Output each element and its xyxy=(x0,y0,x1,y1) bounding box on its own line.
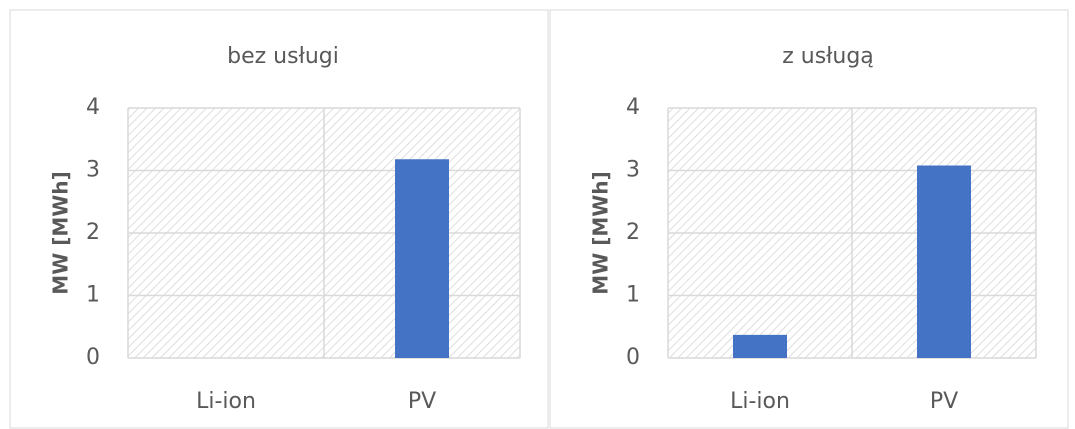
bar xyxy=(395,159,449,358)
panel-border xyxy=(549,9,1069,429)
bar xyxy=(917,165,971,358)
y-tick-label: 2 xyxy=(626,220,640,245)
y-tick-label: 1 xyxy=(626,283,640,308)
bar xyxy=(733,334,787,358)
y-tick-label: 3 xyxy=(626,158,640,183)
x-tick-label: Li-ion xyxy=(196,389,256,414)
x-tick-label: Li-ion xyxy=(730,389,790,414)
y-tick-label: 1 xyxy=(86,283,100,308)
panel-border xyxy=(9,9,549,429)
y-tick-label: 0 xyxy=(86,345,100,370)
chart-title: z usługą xyxy=(782,44,874,69)
y-tick-label: 2 xyxy=(86,220,100,245)
x-tick-label: PV xyxy=(408,389,436,414)
y-axis-label: MW [MWh] xyxy=(589,171,613,294)
x-tick-label: PV xyxy=(930,389,958,414)
chart-title: bez usługi xyxy=(227,44,339,69)
y-tick-label: 4 xyxy=(626,95,640,120)
y-axis-label: MW [MWh] xyxy=(49,171,73,294)
y-tick-label: 4 xyxy=(86,95,100,120)
y-tick-label: 3 xyxy=(86,158,100,183)
y-tick-label: 0 xyxy=(626,345,640,370)
